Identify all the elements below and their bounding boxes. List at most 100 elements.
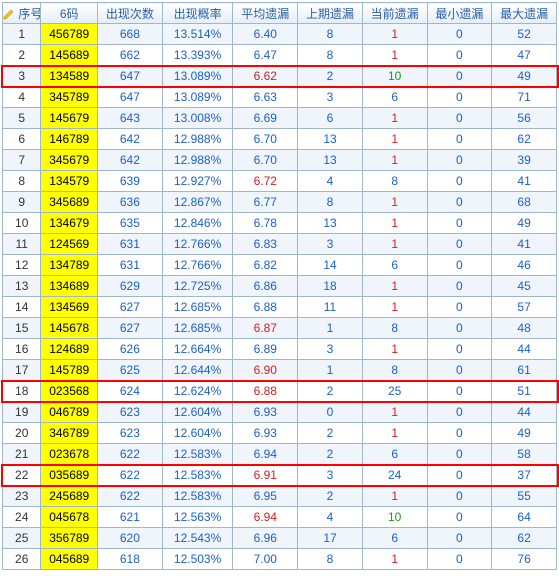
cell-seq: 18: [3, 381, 41, 402]
cell-max-miss: 46: [492, 255, 557, 276]
table-row[interactable]: 1802356862412.624%6.88225051: [3, 381, 557, 402]
cell-max-miss: 62: [492, 528, 557, 549]
cell-seq: 24: [3, 507, 41, 528]
cell-count: 635: [98, 213, 163, 234]
cell-code: 245689: [41, 486, 98, 507]
col-seq[interactable]: 序号: [3, 3, 41, 24]
cell-avg-miss: 6.82: [233, 255, 298, 276]
cell-count: 631: [98, 234, 163, 255]
table-row[interactable]: 514567964313.008%6.6961056: [3, 108, 557, 129]
cell-count: 621: [98, 507, 163, 528]
cell-prev-miss: 0: [298, 402, 363, 423]
table-row[interactable]: 1413456962712.685%6.88111057: [3, 297, 557, 318]
cell-avg-miss: 6.72: [233, 171, 298, 192]
table-row[interactable]: 2034678962312.604%6.9321049: [3, 423, 557, 444]
cell-avg-miss: 6.47: [233, 45, 298, 66]
cell-code: 134679: [41, 213, 98, 234]
cell-max-miss: 49: [492, 423, 557, 444]
table-row[interactable]: 1612468962612.664%6.8931044: [3, 339, 557, 360]
cell-seq: 8: [3, 171, 41, 192]
col-count[interactable]: 出现次数: [98, 3, 163, 24]
table-row[interactable]: 1013467963512.846%6.78131049: [3, 213, 557, 234]
cell-prob: 12.583%: [162, 444, 233, 465]
table-row[interactable]: 614678964212.988%6.70131062: [3, 129, 557, 150]
cell-prev-miss: 3: [298, 465, 363, 486]
table-row[interactable]: 214568966213.393%6.4781047: [3, 45, 557, 66]
cell-code: 046789: [41, 402, 98, 423]
cell-count: 623: [98, 402, 163, 423]
cell-code: 145679: [41, 108, 98, 129]
cell-max-miss: 44: [492, 402, 557, 423]
cell-prob: 12.685%: [162, 297, 233, 318]
table-row[interactable]: 2535678962012.543%6.96176062: [3, 528, 557, 549]
col-avg-miss[interactable]: 平均遗漏: [233, 3, 298, 24]
cell-cur-miss: 1: [362, 108, 427, 129]
table-row[interactable]: 1904678962312.604%6.9301044: [3, 402, 557, 423]
cell-code: 145689: [41, 45, 98, 66]
edit-icon: [3, 8, 15, 20]
table-row[interactable]: 2404567862112.563%6.94410064: [3, 507, 557, 528]
table-row[interactable]: 734567964212.988%6.70131039: [3, 150, 557, 171]
table-row[interactable]: 2324568962212.583%6.9521055: [3, 486, 557, 507]
cell-min-miss: 0: [427, 276, 492, 297]
cell-code: 124689: [41, 339, 98, 360]
col-cur-miss[interactable]: 当前遗漏: [362, 3, 427, 24]
cell-max-miss: 49: [492, 66, 557, 87]
cell-prob: 12.583%: [162, 465, 233, 486]
cell-cur-miss: 1: [362, 549, 427, 570]
cell-seq: 2: [3, 45, 41, 66]
cell-min-miss: 0: [427, 150, 492, 171]
cell-min-miss: 0: [427, 45, 492, 66]
cell-prob: 12.988%: [162, 129, 233, 150]
cell-max-miss: 58: [492, 444, 557, 465]
cell-prev-miss: 2: [298, 381, 363, 402]
cell-max-miss: 48: [492, 318, 557, 339]
cell-code: 145789: [41, 360, 98, 381]
table-row[interactable]: 2203568962212.583%6.91324037: [3, 465, 557, 486]
table-row[interactable]: 313458964713.089%6.62210049: [3, 66, 557, 87]
cell-max-miss: 44: [492, 339, 557, 360]
col-prob[interactable]: 出现概率: [162, 3, 233, 24]
table-row[interactable]: 1213478963112.766%6.82146046: [3, 255, 557, 276]
cell-avg-miss: 6.88: [233, 381, 298, 402]
table-row[interactable]: 934568963612.867%6.7781068: [3, 192, 557, 213]
table-row[interactable]: 813457963912.927%6.7248041: [3, 171, 557, 192]
cell-cur-miss: 6: [362, 87, 427, 108]
cell-prob: 12.604%: [162, 402, 233, 423]
cell-prev-miss: 6: [298, 108, 363, 129]
cell-prev-miss: 4: [298, 171, 363, 192]
cell-prev-miss: 11: [298, 297, 363, 318]
cell-min-miss: 0: [427, 402, 492, 423]
cell-max-miss: 62: [492, 129, 557, 150]
cell-seq: 16: [3, 339, 41, 360]
cell-prev-miss: 2: [298, 444, 363, 465]
cell-cur-miss: 8: [362, 360, 427, 381]
table-row[interactable]: 1313468962912.725%6.86181045: [3, 276, 557, 297]
cell-prob: 12.583%: [162, 486, 233, 507]
col-prev-miss[interactable]: 上期遗漏: [298, 3, 363, 24]
table-row[interactable]: 145678966813.514%6.4081052: [3, 24, 557, 45]
cell-max-miss: 56: [492, 108, 557, 129]
cell-seq: 1: [3, 24, 41, 45]
col-max-miss[interactable]: 最大遗漏: [492, 3, 557, 24]
table-row[interactable]: 1714578962512.644%6.9018061: [3, 360, 557, 381]
cell-count: 622: [98, 486, 163, 507]
cell-cur-miss: 1: [362, 150, 427, 171]
table-row[interactable]: 1514567862712.685%6.8718048: [3, 318, 557, 339]
cell-max-miss: 57: [492, 297, 557, 318]
cell-avg-miss: 6.91: [233, 465, 298, 486]
cell-min-miss: 0: [427, 444, 492, 465]
cell-prev-miss: 3: [298, 339, 363, 360]
cell-count: 627: [98, 297, 163, 318]
table-row[interactable]: 434578964713.089%6.6336071: [3, 87, 557, 108]
cell-avg-miss: 6.93: [233, 402, 298, 423]
col-min-miss[interactable]: 最小遗漏: [427, 3, 492, 24]
table-row[interactable]: 2102367862212.583%6.9426058: [3, 444, 557, 465]
table-row[interactable]: 2604568961812.503%7.0081076: [3, 549, 557, 570]
col-code[interactable]: 6码: [41, 3, 98, 24]
cell-avg-miss: 6.89: [233, 339, 298, 360]
cell-prob: 13.008%: [162, 108, 233, 129]
table-row[interactable]: 1112456963112.766%6.8331041: [3, 234, 557, 255]
cell-code: 345789: [41, 87, 98, 108]
cell-avg-miss: 6.94: [233, 444, 298, 465]
